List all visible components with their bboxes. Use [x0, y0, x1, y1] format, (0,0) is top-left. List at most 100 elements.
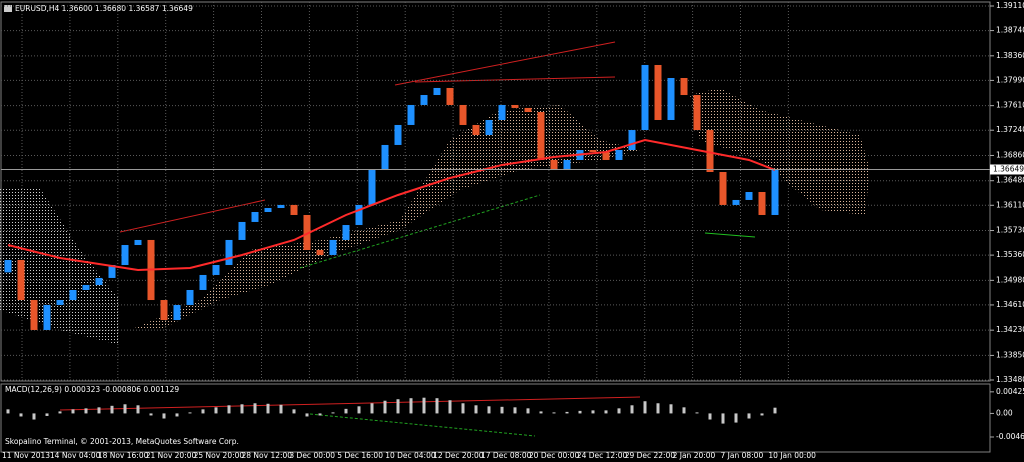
x-tick-label: 10 Dec 04:00: [385, 451, 436, 460]
x-tick-label: 3 Dec 00:00: [289, 451, 335, 460]
candle-body: [342, 225, 350, 240]
x-tick-label: 17 Dec 08:00: [481, 451, 532, 460]
macd-bar: [448, 400, 452, 414]
chart-title: EURUSD,H4 1.36600 1.36680 1.36587 1.3664…: [15, 4, 193, 13]
macd-bar: [617, 408, 621, 414]
candle-body: [719, 172, 727, 205]
last-price-label: 1.36649: [993, 164, 1024, 173]
macd-bar: [344, 408, 348, 414]
macd-bar: [565, 411, 569, 414]
macd-trend-line: [59, 396, 641, 411]
macd-bar: [526, 408, 530, 414]
macd-bar: [513, 407, 517, 414]
candle-body: [277, 204, 285, 209]
macd-bar: [695, 412, 699, 414]
candle-body: [485, 119, 493, 136]
y-tick-label: 1.37990: [996, 75, 1024, 84]
macd-bar: [318, 413, 322, 416]
macd-bar: [357, 406, 361, 414]
macd-bar: [773, 407, 777, 414]
candle-body: [381, 144, 389, 171]
y-tick-label: 1.37240: [996, 125, 1024, 134]
candle-body: [43, 305, 51, 330]
candle-body: [407, 104, 415, 125]
symbol-icon: [4, 5, 12, 12]
y-tick-label: 1.36110: [996, 200, 1024, 209]
macd-bar: [461, 403, 465, 414]
y-tick-label: 1.33480: [996, 375, 1024, 384]
macd-bar: [149, 413, 153, 416]
y-tick-label: 1.34980: [996, 275, 1024, 284]
macd-bar: [474, 405, 478, 414]
trend-line: [414, 76, 616, 83]
candle-body: [420, 95, 428, 105]
macd-bar: [422, 397, 426, 414]
y-tick-label: 1.35360: [996, 250, 1024, 259]
macd-bar: [188, 412, 192, 414]
candle-body: [95, 277, 103, 286]
macd-bar: [162, 413, 166, 419]
y-tick-label: 1.34610: [996, 300, 1024, 309]
x-tick-label: 18 Nov 16:00: [98, 451, 149, 460]
candle-body: [290, 204, 298, 215]
candle-body: [446, 87, 454, 105]
candle-body: [615, 150, 623, 160]
candle-body: [121, 245, 129, 266]
macd-bar: [58, 411, 62, 414]
x-tick-label: 25 Nov 20:00: [194, 451, 245, 460]
candle-body: [459, 104, 467, 125]
candle-body: [433, 87, 441, 96]
x-tick-label: 5 Dec 16:00: [337, 451, 383, 460]
x-tick-label: 28 Nov 12:00: [242, 451, 293, 460]
candle-body: [732, 199, 740, 205]
candle-body: [238, 221, 246, 240]
candle-body: [134, 239, 142, 246]
copyright: Skopalino Terminal, © 2001-2013, MetaQuo…: [5, 437, 239, 446]
macd-bar: [539, 411, 543, 414]
candle-body: [680, 78, 688, 96]
macd-bar: [682, 407, 686, 414]
macd-panel: [0, 383, 991, 453]
candle-body: [225, 239, 233, 266]
macd-bar: [630, 405, 634, 414]
macd-bar: [240, 404, 244, 414]
macd-bar: [32, 413, 36, 420]
macd-bar: [591, 410, 595, 414]
candle-body: [589, 150, 597, 153]
macd-bar: [435, 398, 439, 414]
candle-body: [82, 285, 90, 290]
candle-body: [693, 95, 701, 131]
y-tick-label: 1.36480: [996, 176, 1024, 185]
macd-bar: [214, 407, 218, 414]
macd-bar: [266, 403, 270, 414]
candle-body: [69, 289, 77, 301]
candle-body: [30, 300, 38, 330]
macd-bar: [227, 405, 231, 414]
macd-bar: [669, 404, 673, 414]
macd-bar: [331, 412, 335, 414]
x-tick-label: 20 Dec 00:00: [529, 451, 580, 460]
macd-bar: [253, 403, 257, 414]
macd-bar: [500, 406, 504, 414]
candle-body: [56, 300, 64, 306]
candle-body: [602, 152, 610, 160]
candle-body: [667, 78, 675, 120]
trend-line: [394, 41, 616, 86]
macd-title: MACD(12,26,9) 0.000323 -0.000806 0.00112…: [5, 385, 179, 394]
candle-body: [329, 239, 337, 255]
macd-bar: [110, 405, 114, 414]
candle-body: [355, 204, 363, 226]
y-tick-label: 1.36860: [996, 150, 1024, 159]
macd-bar: [396, 399, 400, 414]
x-tick-label: 24 Dec 12:00: [577, 451, 628, 460]
y-tick-label: 1.39110: [996, 1, 1024, 10]
macd-bar: [656, 403, 660, 414]
candle-body: [186, 289, 194, 306]
candle-body: [524, 107, 532, 113]
y-tick-label: 1.34230: [996, 325, 1024, 334]
x-tick-label: 21 Nov 20:00: [146, 451, 197, 460]
macd-bar: [201, 409, 205, 414]
y-tick-label: 1.33850: [996, 350, 1024, 359]
y-tick-label: 1.35730: [996, 226, 1024, 235]
